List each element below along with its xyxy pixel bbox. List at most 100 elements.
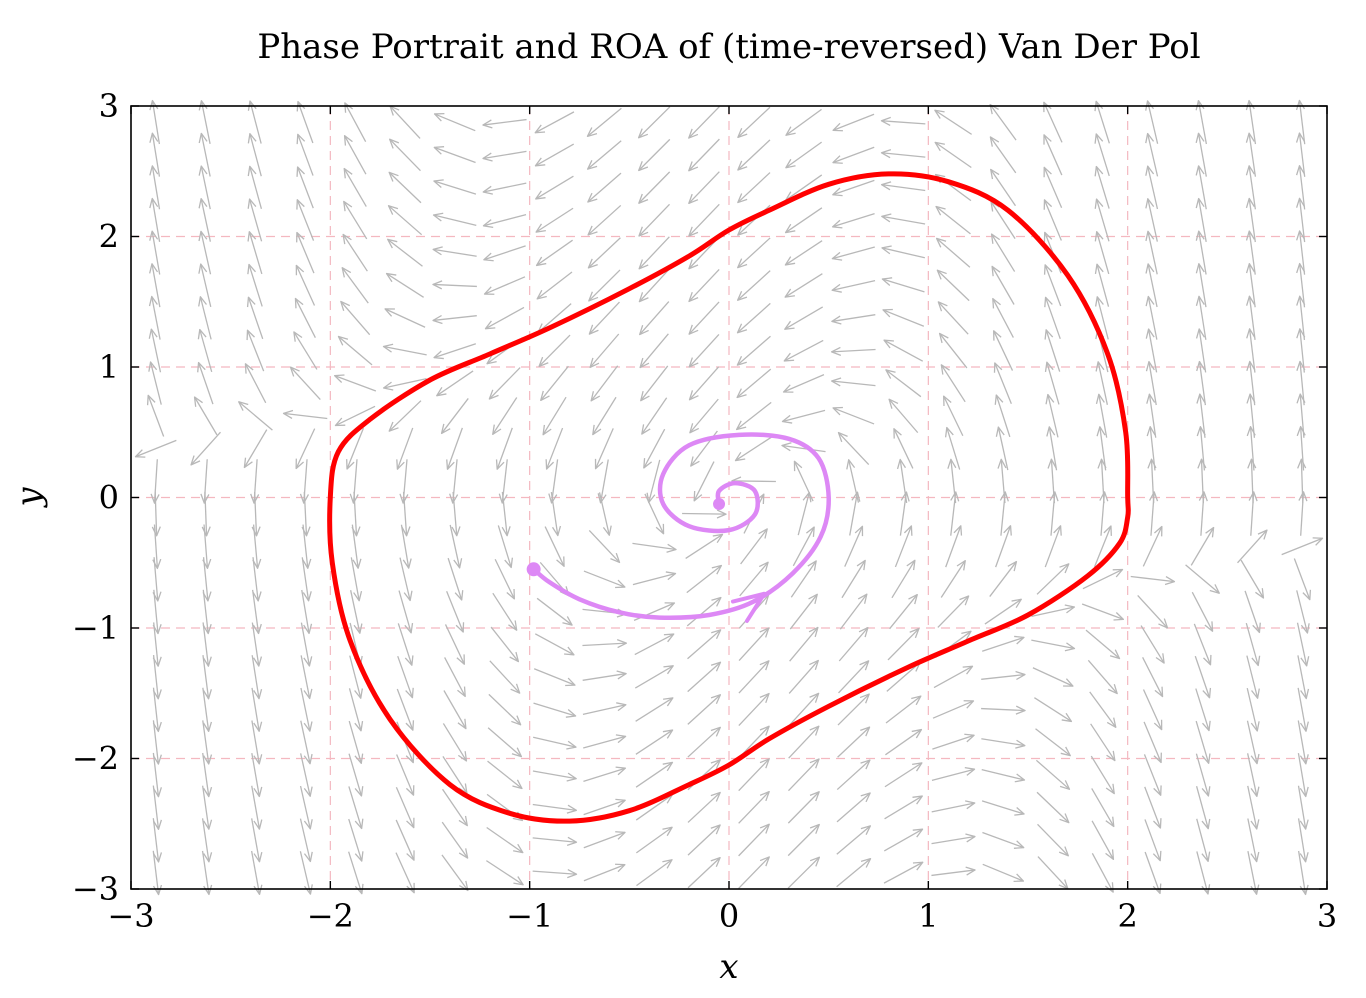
vector-arrow bbox=[1246, 720, 1260, 765]
vector-arrow bbox=[152, 622, 162, 667]
vector-arrow bbox=[1145, 198, 1158, 242]
vector-arrow bbox=[787, 856, 821, 889]
vector-arrow bbox=[1044, 329, 1061, 372]
vector-arrow bbox=[1185, 564, 1220, 594]
vector-arrow bbox=[737, 237, 771, 269]
vector-arrow bbox=[899, 491, 910, 536]
vector-arrow bbox=[544, 526, 565, 567]
vector-arrow bbox=[883, 339, 924, 362]
vector-arrow bbox=[832, 113, 875, 132]
vector-arrow bbox=[934, 141, 972, 169]
vector-arrow bbox=[300, 655, 313, 700]
vector-arrow bbox=[202, 687, 213, 733]
vector-arrow bbox=[152, 720, 162, 765]
vector-arrow bbox=[836, 792, 871, 823]
vector-arrow bbox=[784, 306, 824, 330]
vector-arrow bbox=[686, 564, 723, 594]
vector-arrow bbox=[193, 396, 218, 436]
trajectory-end-marker bbox=[713, 498, 726, 511]
vector-arrow bbox=[432, 314, 477, 325]
vector-arrow bbox=[482, 118, 527, 129]
vector-arrow bbox=[981, 705, 1026, 715]
vector-arrow bbox=[247, 133, 262, 177]
vector-arrow bbox=[640, 365, 669, 402]
vector-arrow bbox=[984, 598, 1022, 625]
vector-arrow bbox=[148, 328, 162, 373]
series-layer bbox=[327, 171, 1131, 824]
vector-arrow bbox=[296, 133, 314, 176]
vector-arrow bbox=[635, 826, 673, 854]
vector-arrow bbox=[1143, 754, 1162, 796]
vector-arrow bbox=[1246, 753, 1260, 797]
vector-arrow bbox=[738, 627, 770, 661]
vector-arrow bbox=[982, 831, 1025, 849]
vector-arrow bbox=[251, 622, 263, 667]
vector-arrow bbox=[981, 635, 1025, 652]
y-tick-label: −3 bbox=[72, 870, 119, 908]
vector-arrow bbox=[787, 791, 820, 824]
vector-arrow bbox=[887, 628, 920, 661]
vector-arrow bbox=[1144, 786, 1162, 829]
vector-arrow bbox=[202, 622, 212, 667]
vector-arrow bbox=[1140, 625, 1165, 664]
vector-arrow bbox=[441, 854, 469, 892]
vector-arrow bbox=[590, 365, 619, 402]
vector-arrow bbox=[1297, 720, 1309, 765]
vector-arrow bbox=[1296, 590, 1310, 634]
vector-arrow bbox=[831, 377, 876, 387]
vector-arrow bbox=[1145, 295, 1158, 340]
vector-arrow bbox=[832, 179, 875, 197]
vector-arrow bbox=[534, 143, 575, 167]
vector-arrow bbox=[687, 824, 721, 856]
vector-arrow bbox=[400, 524, 412, 569]
vector-arrow bbox=[587, 172, 622, 203]
vector-arrow bbox=[1195, 786, 1211, 830]
vector-arrow bbox=[989, 136, 1017, 174]
vector-arrow bbox=[1043, 166, 1063, 209]
vector-arrow bbox=[688, 138, 720, 172]
vector-arrow bbox=[490, 626, 520, 663]
vector-arrow bbox=[1296, 622, 1310, 667]
vector-arrow bbox=[1247, 458, 1257, 504]
vector-arrow bbox=[832, 146, 875, 164]
vector-arrow bbox=[589, 333, 620, 369]
vector-arrow bbox=[489, 660, 521, 694]
vector-arrow bbox=[831, 279, 876, 293]
vector-arrow bbox=[995, 525, 1012, 568]
vector-arrow bbox=[797, 491, 812, 536]
vector-arrow bbox=[1130, 575, 1176, 586]
vector-arrow bbox=[947, 458, 957, 504]
vector-arrow bbox=[1044, 525, 1062, 568]
vector-arrow bbox=[635, 729, 674, 755]
vector-arrow bbox=[149, 132, 161, 177]
vector-arrow bbox=[597, 459, 609, 504]
vector-arrow bbox=[737, 106, 771, 139]
vector-arrow bbox=[883, 828, 924, 852]
vector-arrow bbox=[1297, 458, 1307, 504]
vector-arrow bbox=[592, 396, 617, 436]
vector-arrow bbox=[736, 368, 772, 399]
vector-arrow bbox=[343, 135, 367, 175]
vector-arrow bbox=[348, 786, 364, 830]
vector-arrow bbox=[1296, 295, 1306, 341]
vector-arrow bbox=[738, 660, 770, 694]
vector-arrow bbox=[387, 205, 423, 236]
vector-arrow bbox=[535, 175, 574, 200]
vector-arrow bbox=[1146, 426, 1156, 471]
vector-arrow bbox=[836, 858, 872, 888]
vector-arrow bbox=[198, 263, 212, 308]
vector-arrow bbox=[492, 397, 518, 436]
vector-arrow bbox=[1094, 133, 1110, 177]
vector-arrow bbox=[540, 365, 569, 402]
vector-arrow bbox=[1297, 655, 1310, 700]
vector-arrow bbox=[788, 692, 820, 727]
vector-arrow bbox=[784, 207, 823, 234]
vector-arrow bbox=[146, 394, 165, 437]
vector-arrow bbox=[881, 213, 926, 225]
vector-arrow bbox=[1245, 230, 1256, 275]
x-axis-label: x bbox=[719, 947, 738, 987]
vector-arrow bbox=[333, 374, 377, 392]
vector-arrow bbox=[483, 276, 526, 295]
vector-arrow bbox=[687, 726, 721, 758]
vector-arrow bbox=[981, 670, 1026, 681]
